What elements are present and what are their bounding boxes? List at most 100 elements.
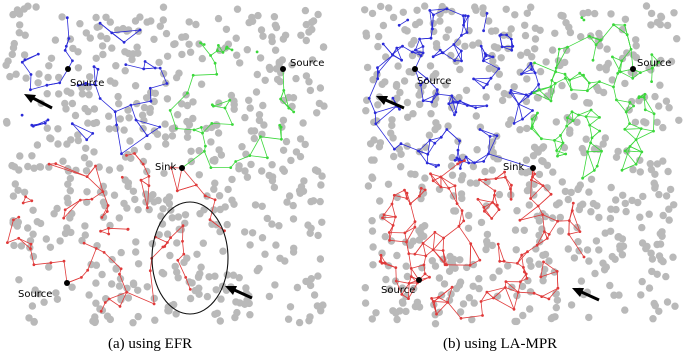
sensor-node [254, 11, 262, 20]
sensor-node [675, 116, 683, 125]
sensor-node [150, 198, 158, 206]
route-edge [408, 283, 410, 299]
route-edge [375, 123, 395, 150]
sensor-node [289, 215, 298, 223]
sensor-node [120, 199, 128, 208]
relay-node [29, 88, 32, 92]
sensor-node [440, 280, 449, 288]
sensor-node [228, 175, 236, 184]
sensor-node [124, 106, 132, 114]
sensor-node [92, 299, 100, 307]
arrow-bottom [572, 288, 600, 302]
sensor-node [318, 172, 326, 180]
sensor-node [516, 126, 524, 134]
sensor-node [317, 181, 325, 189]
relay-node [451, 100, 455, 104]
route-edge [425, 249, 434, 257]
relay-node [563, 72, 567, 76]
sensor-node [156, 22, 164, 30]
sensor-node [97, 32, 105, 40]
route-edge [485, 178, 496, 180]
relay-node [394, 215, 397, 219]
relay-node [17, 215, 21, 219]
relay-node [100, 216, 104, 219]
sensor-node [54, 140, 62, 148]
relay-node [598, 116, 601, 119]
relay-node [425, 161, 429, 165]
route-edge [635, 139, 643, 153]
route-edge [504, 177, 512, 186]
route-edge [536, 231, 545, 246]
sensor-node [525, 181, 534, 189]
route-edge [518, 103, 533, 111]
route-edge [540, 271, 558, 278]
relay-node [503, 286, 507, 289]
route-edge [22, 53, 39, 63]
sensor-node [215, 192, 224, 200]
relay-node [539, 275, 543, 279]
sensor-node [651, 182, 659, 190]
relay-node [457, 224, 461, 228]
sensor-node [552, 201, 561, 209]
relay-node [482, 160, 486, 163]
sensor-node [183, 117, 191, 126]
route-edge [380, 255, 386, 264]
route-edge [422, 232, 436, 244]
route-edge [440, 176, 450, 189]
sensor-node [16, 152, 24, 160]
sensor-node [305, 78, 313, 86]
route-edge [111, 29, 141, 34]
relay-node [99, 229, 102, 233]
route-edge [617, 60, 623, 74]
sensor-node [98, 270, 106, 279]
relay-node [503, 170, 506, 174]
route-edge [434, 136, 442, 144]
relay-node [419, 83, 423, 87]
relay-node [413, 225, 417, 229]
relay-node [225, 47, 228, 50]
route-edge [33, 262, 51, 266]
sensor-node [8, 50, 16, 59]
relay-node [511, 44, 515, 48]
sensor-node [615, 233, 623, 241]
relay-node [437, 163, 440, 167]
sensor-node [162, 140, 170, 148]
route-edge [571, 210, 581, 232]
relay-node [20, 60, 24, 64]
sensor-node [134, 206, 142, 214]
route-edge [566, 120, 574, 127]
sensor-node [159, 16, 167, 24]
relay-node [395, 46, 399, 50]
relay-node [231, 123, 234, 126]
sensor-node [148, 240, 157, 248]
relay-node [623, 23, 627, 27]
route-edge [423, 100, 432, 103]
relay-node [398, 107, 401, 111]
sensor-node [539, 157, 547, 166]
sensor-node [300, 177, 308, 185]
route-edge [426, 78, 438, 90]
sensor-node [606, 281, 614, 290]
relay-node [556, 219, 559, 223]
sensor-node [20, 5, 28, 13]
relay-node [32, 263, 36, 267]
sensor-node [456, 65, 464, 74]
sensor-node [389, 134, 397, 142]
sensor-node [659, 123, 667, 132]
relay-node [374, 122, 378, 126]
sensor-node [553, 296, 562, 304]
route-edge [448, 95, 453, 104]
relay-node [531, 175, 534, 179]
route-edge [383, 203, 393, 216]
sensor-node [651, 92, 659, 101]
route-edge [455, 102, 459, 113]
sensor-node [526, 305, 534, 313]
relay-node [566, 45, 569, 49]
sensor-node [112, 265, 120, 273]
relay-node [221, 51, 225, 54]
route-edge [585, 116, 591, 126]
relay-node [413, 220, 417, 224]
sensor-node [457, 176, 466, 184]
relay-node [125, 290, 129, 294]
route-edge [115, 104, 132, 113]
